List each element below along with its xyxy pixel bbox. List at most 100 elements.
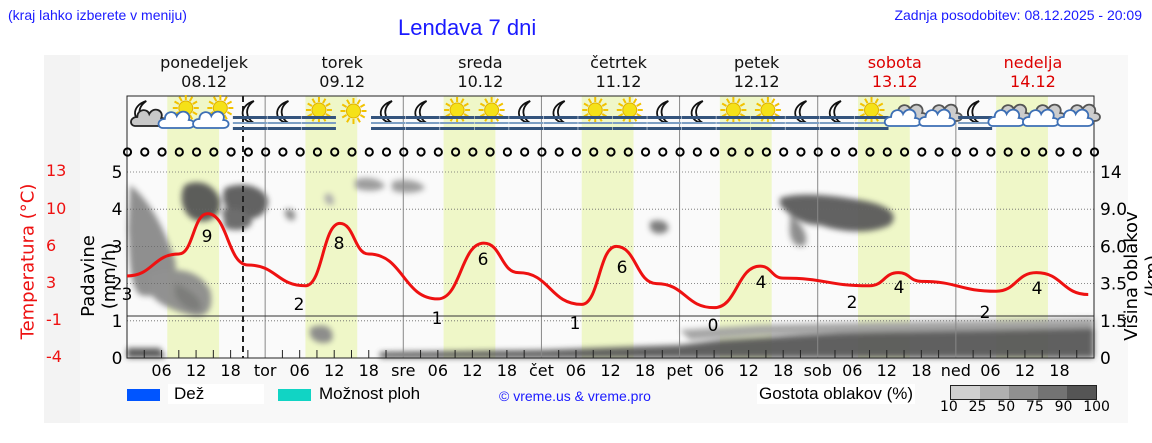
hour-tick-label: 06 — [428, 361, 448, 380]
cloud-height-tick: 9.0 — [1100, 200, 1127, 220]
day-header: četrtek 11.12 — [559, 53, 679, 91]
rain-legend-label: Dež — [168, 384, 264, 404]
cloud-height-tick: 0 — [1100, 349, 1111, 369]
temperature-tick: 3 — [46, 273, 57, 292]
day-date: 08.12 — [181, 72, 227, 91]
day-short-label: čet — [529, 361, 554, 380]
hour-tick-label: 06 — [289, 361, 309, 380]
hour-tick-label: 12 — [324, 361, 344, 380]
temp-annotation: 4 — [756, 273, 767, 293]
hour-tick-label: 06 — [980, 361, 1000, 380]
hour-tick-label: 18 — [497, 361, 517, 380]
sun-fog-icon — [578, 97, 613, 130]
day-header: petek 12.12 — [697, 53, 817, 91]
sun-fog-icon — [474, 97, 509, 130]
hour-tick-label: 12 — [1015, 361, 1035, 380]
temp-annotation: 4 — [894, 278, 905, 298]
cloud-density-scale — [950, 385, 1097, 400]
moon-fog-icon — [405, 100, 440, 130]
day-short-label: ned — [941, 361, 971, 380]
hour-tick-label: 12 — [877, 361, 897, 380]
cloud-height-tick: 1.5 — [1100, 312, 1127, 332]
chart-grid — [127, 96, 1094, 358]
temp-annotation: 6 — [478, 250, 489, 270]
sun-fog-icon — [301, 97, 336, 130]
page-title: Lendava 7 dni — [398, 15, 537, 40]
density-swatch — [1009, 386, 1038, 399]
last-update-timestamp: Zadnja posodobitev: 08.12.2025 - 20:09 — [894, 7, 1142, 23]
precip-tick: 1 — [112, 312, 123, 332]
moon-fog-icon — [785, 100, 820, 130]
cloud-height-axis-ticks: 14 9.0 6.0 3.5 1.5 0 — [1100, 163, 1127, 369]
cloud-height-tick: 14 — [1100, 163, 1122, 183]
cloud-icon — [918, 103, 963, 127]
moon-fog-icon — [509, 100, 544, 130]
cloud-density-blobs — [127, 178, 1094, 358]
temp-annotation: 9 — [202, 227, 213, 247]
day-short-label: sob — [804, 361, 832, 380]
hour-tick-label: 18 — [635, 361, 655, 380]
sun-fog-icon — [440, 97, 475, 130]
density-tick: 90 — [1054, 399, 1073, 415]
region-menu-hint[interactable]: (kraj lahko izberete v meniju) — [8, 7, 187, 23]
moon-fog-icon — [958, 100, 993, 130]
copyright-link[interactable]: © vreme.us & vreme.pro — [499, 388, 651, 404]
day-name: ponedeljek — [160, 53, 249, 72]
cloud-density-legend-label: Gostota oblakov (%) — [757, 384, 916, 404]
moon-fog-icon — [819, 100, 854, 130]
day-date: 10.12 — [457, 72, 504, 91]
hour-tick-label: 18 — [1049, 361, 1069, 380]
day-date: 09.12 — [319, 72, 366, 91]
day-short-label: pet — [666, 361, 692, 380]
day-date: 13.12 — [871, 72, 918, 91]
showers-legend-label: Možnost ploh — [319, 384, 421, 403]
precip-probability-circles — [122, 147, 1100, 157]
cloud-height-tick: 6.0 — [1100, 237, 1127, 257]
hour-tick-label: 06 — [566, 361, 586, 380]
moon-cloud-icon — [130, 100, 168, 127]
temp-annotation: 3 — [122, 285, 133, 305]
day-date: 11.12 — [595, 72, 642, 91]
density-tick: 50 — [997, 399, 1016, 415]
cloud-icon — [1022, 103, 1067, 127]
density-swatch — [1038, 386, 1067, 399]
showers-legend-swatch — [278, 389, 311, 401]
cloud-icon — [1056, 103, 1101, 127]
cloud-density-ticks: 10 25 50 75 90 100 — [940, 399, 1110, 415]
moon-fog-icon — [647, 100, 682, 130]
day-header: nedelja 14.12 — [973, 53, 1093, 91]
sun-fog-icon — [612, 97, 647, 130]
temperature-tick: 13 — [46, 161, 67, 180]
temp-annotation: 8 — [334, 234, 345, 254]
daylight-shading — [167, 96, 1048, 358]
temp-annotation: 2 — [847, 293, 858, 313]
sun-fog-icon — [854, 97, 889, 130]
hour-tick-label: 18 — [911, 361, 931, 380]
precip-axis-ticks: 5 4 3 2 1 0 — [112, 163, 123, 369]
day-name: torek — [321, 53, 363, 72]
precip-tick: 5 — [112, 163, 123, 183]
sun-fog-icon — [750, 97, 785, 130]
cloud-icon — [987, 103, 1032, 127]
temperature-tick: -1 — [46, 310, 62, 329]
day-name: petek — [733, 53, 780, 72]
density-swatch — [980, 386, 1009, 399]
moon-fog-icon — [681, 100, 716, 130]
hour-tick-label: 12 — [738, 361, 758, 380]
temperature-line — [126, 212, 1089, 310]
temperature-tick: -4 — [46, 347, 62, 366]
day-header: sreda 10.12 — [420, 53, 540, 91]
density-tick: 10 — [940, 399, 958, 415]
weather-icon-row — [130, 95, 1101, 130]
hour-tick-label: 18 — [359, 361, 379, 380]
sun-cloud-icon — [157, 95, 199, 129]
day-date: 14.12 — [1010, 72, 1056, 91]
sun-icon — [340, 98, 367, 124]
moon-fog-icon — [267, 100, 302, 130]
day-header: torek 09.12 — [282, 53, 402, 91]
hour-tick-label: 06 — [842, 361, 862, 380]
day-name: sreda — [458, 53, 503, 72]
cloud-height-tick: 3.5 — [1100, 275, 1127, 295]
day-short-label: sre — [391, 361, 415, 380]
